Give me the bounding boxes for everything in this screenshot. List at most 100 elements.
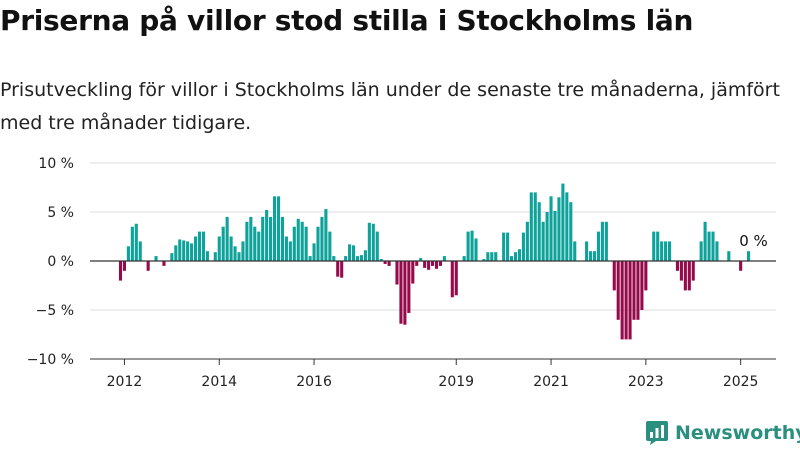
bar [715, 241, 719, 261]
bars [118, 183, 751, 340]
bar [344, 256, 348, 261]
bar [470, 230, 474, 261]
bar [585, 241, 589, 261]
bar [573, 241, 577, 261]
bar [569, 202, 573, 261]
bar [727, 251, 731, 261]
bar [739, 261, 743, 271]
bar [348, 244, 352, 261]
bar [679, 261, 683, 281]
bar [265, 210, 269, 261]
bar [304, 226, 308, 261]
bar [466, 231, 470, 261]
bar [316, 226, 320, 261]
bar [494, 252, 498, 261]
bar [182, 240, 186, 261]
bar [510, 256, 514, 261]
bar [604, 221, 608, 261]
bar [300, 221, 304, 261]
y-tick-label: 0 % [47, 254, 74, 270]
bar [462, 256, 466, 261]
bar [517, 249, 521, 261]
bar [624, 261, 628, 340]
bar [186, 241, 190, 261]
bar [640, 261, 644, 310]
bar [482, 259, 486, 261]
bar [454, 261, 458, 296]
bar [273, 196, 277, 261]
bar [241, 241, 245, 261]
bar [403, 261, 407, 325]
bar [431, 261, 435, 266]
bar [118, 261, 123, 281]
bar [529, 192, 533, 261]
bar [225, 216, 229, 261]
bar [652, 231, 656, 261]
brand-logo: Newsworthy [645, 419, 800, 447]
bar [490, 252, 494, 261]
bar [332, 256, 336, 261]
x-tick-label: 2012 [107, 374, 143, 390]
x-tick-label: 2023 [628, 374, 664, 390]
bar [379, 259, 383, 261]
bar [434, 261, 439, 269]
bar [423, 261, 427, 268]
bar [383, 261, 387, 264]
bar [324, 209, 328, 261]
bar [284, 236, 288, 261]
bar [644, 261, 648, 291]
bar [513, 252, 518, 261]
bar [197, 231, 202, 261]
bar [427, 261, 431, 270]
bar [280, 216, 284, 261]
bar [668, 241, 672, 261]
bar [126, 246, 130, 261]
bar [194, 236, 198, 261]
bar [371, 223, 375, 261]
bar [632, 261, 636, 320]
bar [636, 261, 640, 320]
bar [288, 241, 292, 261]
bar [221, 226, 225, 261]
bar [711, 231, 715, 261]
bar [565, 192, 569, 261]
bar [553, 211, 557, 261]
bar [387, 261, 391, 266]
bar [549, 196, 553, 261]
bar [130, 226, 134, 261]
y-tick-label: 10 % [38, 156, 74, 172]
bar [399, 261, 403, 324]
bar [355, 256, 360, 261]
bar [707, 231, 711, 261]
bar [660, 241, 664, 261]
bar [213, 252, 217, 261]
bar [628, 261, 632, 340]
bar [336, 261, 340, 277]
bar [257, 231, 261, 261]
x-tick-label: 2014 [201, 374, 237, 390]
bar [245, 221, 249, 261]
x-axis: 2012 2014 2016 2019 2021 2023 2025 [90, 358, 776, 390]
bar [174, 245, 178, 261]
bar [589, 251, 593, 261]
bar [178, 239, 182, 261]
bar [375, 231, 379, 261]
bar [419, 258, 423, 261]
bar [675, 261, 679, 271]
bar [533, 192, 537, 261]
bar [229, 236, 233, 261]
x-tick-label: 2025 [723, 374, 759, 390]
bar [450, 261, 454, 298]
x-tick-label: 2021 [533, 374, 569, 390]
bar [352, 245, 356, 261]
bar [600, 221, 604, 261]
y-tick-label: −10 % [27, 352, 74, 368]
bar [320, 216, 324, 261]
x-tick-label: 2016 [296, 374, 332, 390]
bar [134, 223, 138, 261]
bar [249, 216, 253, 261]
bar [691, 261, 695, 281]
bar [442, 256, 446, 261]
bar [596, 231, 600, 261]
bar [486, 252, 490, 261]
